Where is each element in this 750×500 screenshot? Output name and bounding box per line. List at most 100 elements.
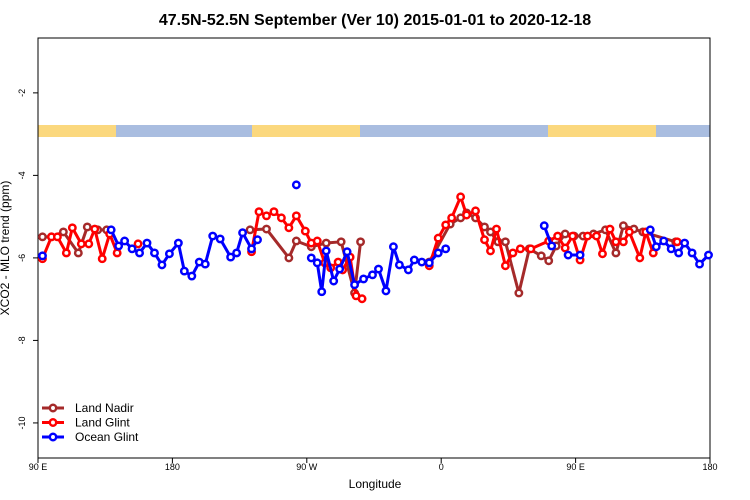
point: [284, 253, 294, 263]
point: [471, 206, 480, 216]
y-tick-label: -10: [17, 416, 27, 429]
point: [635, 253, 645, 263]
point: [381, 286, 391, 296]
point: [67, 223, 77, 233]
point: [253, 235, 262, 245]
point: [127, 244, 137, 254]
point: [618, 237, 628, 247]
point: [38, 232, 47, 242]
point: [433, 233, 443, 243]
point: [674, 248, 684, 258]
point: [359, 274, 368, 284]
point: [618, 221, 628, 231]
y-tick-label: -8: [17, 336, 27, 344]
point: [357, 294, 367, 304]
point: [208, 231, 218, 241]
point: [417, 257, 427, 267]
point: [659, 236, 669, 246]
y-axis-label: XCO2 - MLO trend (ppm): [0, 181, 12, 316]
point: [424, 258, 434, 268]
point: [321, 238, 331, 248]
point: [515, 244, 525, 254]
point: [321, 246, 331, 256]
point: [254, 207, 264, 217]
legend-label: Land Glint: [75, 416, 130, 430]
point: [544, 256, 554, 266]
point: [276, 213, 286, 223]
point: [480, 235, 489, 245]
point: [329, 276, 339, 286]
point: [173, 238, 183, 248]
point: [500, 261, 510, 271]
point: [114, 241, 124, 251]
point: [492, 224, 501, 234]
point: [215, 234, 225, 244]
point: [350, 280, 360, 290]
point: [238, 228, 248, 238]
point: [342, 247, 352, 257]
x-tick-label: 180: [165, 462, 180, 472]
point: [262, 211, 271, 221]
point: [291, 180, 301, 190]
land-strip: [38, 125, 116, 137]
legend-marker: [48, 418, 58, 427]
point: [284, 223, 294, 233]
point: [291, 211, 301, 221]
x-axis-label: Longitude: [349, 477, 402, 491]
point: [433, 248, 443, 258]
y-tick-label: -4: [17, 171, 27, 179]
point: [90, 224, 100, 234]
land-mask: [38, 125, 710, 137]
point: [300, 226, 310, 236]
point: [291, 236, 301, 246]
point: [611, 248, 621, 258]
point: [526, 244, 536, 254]
point: [164, 249, 174, 259]
point: [666, 244, 676, 254]
point: [106, 225, 116, 235]
legend-label: Land Nadir: [75, 401, 134, 415]
point: [651, 242, 661, 252]
land-strip: [548, 125, 656, 137]
point: [232, 248, 242, 258]
plot-frame: [37, 37, 711, 459]
point: [142, 238, 152, 248]
point: [84, 239, 94, 249]
x-tick-label: 0: [439, 462, 444, 472]
point: [368, 270, 377, 280]
point: [356, 237, 366, 247]
point: [306, 253, 316, 263]
x-tick-label: 90 W: [296, 462, 318, 472]
point: [336, 237, 346, 247]
point: [539, 221, 549, 231]
point: [374, 264, 383, 274]
point: [269, 207, 279, 217]
legend-marker: [48, 403, 58, 413]
point: [486, 246, 495, 256]
point: [73, 248, 83, 258]
point: [575, 250, 585, 260]
point: [462, 210, 472, 220]
point: [76, 239, 86, 249]
point: [536, 251, 546, 261]
point: [645, 225, 655, 235]
point: [157, 260, 167, 270]
point: [598, 249, 607, 259]
point: [624, 227, 634, 237]
point: [441, 220, 451, 230]
point: [480, 222, 489, 232]
point: [245, 225, 255, 235]
point: [500, 237, 510, 247]
y-tick-label: -2: [17, 89, 27, 97]
point: [605, 224, 615, 234]
x-tick-label: 180: [702, 462, 717, 472]
point: [568, 231, 578, 241]
point: [508, 248, 518, 258]
point: [680, 238, 690, 248]
point: [312, 258, 322, 268]
point: [447, 213, 457, 223]
ocean-strip: [38, 125, 710, 137]
point: [611, 237, 621, 247]
legend-marker: [48, 432, 58, 442]
point: [52, 232, 62, 242]
